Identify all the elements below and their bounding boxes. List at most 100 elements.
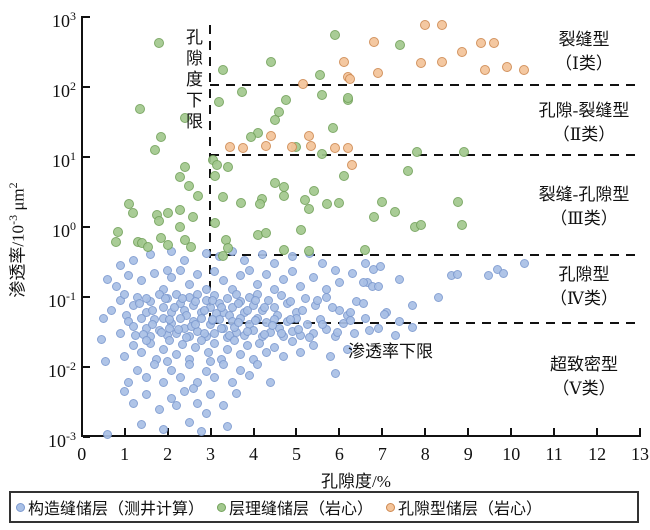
data-point	[403, 165, 414, 176]
data-point	[235, 198, 246, 209]
data-point	[302, 320, 312, 330]
region-label-type-1: 裂缝型 （Ⅰ类）	[494, 28, 650, 76]
data-point	[162, 207, 173, 218]
data-point	[160, 294, 170, 304]
data-point	[407, 301, 417, 311]
data-point	[265, 56, 276, 67]
data-point	[214, 97, 225, 108]
region-label-type-5: 超致密型 （Ⅴ类）	[494, 353, 650, 401]
data-point	[368, 211, 379, 222]
data-point	[128, 207, 139, 218]
data-point	[206, 390, 216, 400]
data-point	[342, 92, 353, 103]
data-point	[309, 341, 319, 351]
data-point	[175, 313, 185, 323]
data-point	[519, 64, 530, 75]
data-point	[240, 256, 250, 266]
y-tick	[83, 226, 90, 228]
data-point	[120, 352, 130, 362]
data-point	[276, 329, 286, 339]
data-point	[175, 204, 186, 215]
data-point	[416, 58, 426, 69]
data-point	[233, 318, 243, 328]
data-point	[209, 218, 220, 229]
data-point	[154, 37, 164, 48]
data-point	[287, 267, 297, 277]
data-point	[242, 305, 252, 315]
legend-item-pore-type: 孔隙型储层（岩心）	[386, 495, 542, 519]
data-point	[309, 272, 319, 282]
data-point	[317, 89, 328, 100]
x-tick	[123, 428, 126, 435]
data-point	[162, 240, 173, 251]
data-point	[278, 244, 289, 255]
data-point	[156, 132, 167, 143]
data-point	[203, 348, 213, 358]
x-tick	[338, 428, 341, 435]
data-point	[244, 265, 254, 275]
data-point	[394, 39, 405, 50]
data-point	[141, 390, 151, 400]
data-point	[231, 388, 241, 398]
data-point	[135, 299, 145, 309]
data-point	[297, 78, 308, 89]
data-point	[433, 292, 443, 302]
data-point	[261, 227, 272, 238]
data-point	[416, 219, 426, 230]
y-tick-label: 100	[52, 219, 76, 241]
data-point	[158, 424, 168, 434]
data-point	[143, 241, 154, 252]
legend-box: 构造缝储层（测井计算） 层理缝储层（岩心） 孔隙型储层（岩心）	[9, 491, 639, 523]
data-point	[364, 326, 374, 336]
data-point	[137, 313, 147, 323]
data-point	[224, 141, 235, 152]
data-point	[295, 224, 306, 235]
data-point	[222, 243, 233, 254]
data-point	[102, 274, 112, 284]
boundary-line-k0p4	[210, 254, 640, 256]
region-label-type-4: 孔隙型 （Ⅳ类）	[494, 263, 650, 311]
x-tick	[639, 428, 642, 435]
data-point	[193, 269, 203, 279]
data-point	[480, 64, 491, 75]
data-point	[192, 190, 203, 201]
x-tick-label: 4	[249, 444, 258, 464]
data-point	[304, 204, 315, 215]
data-point	[268, 321, 278, 331]
data-point	[261, 348, 271, 358]
data-point	[169, 303, 179, 313]
x-tick-label: 6	[334, 444, 344, 464]
data-point	[375, 262, 385, 272]
data-point	[96, 334, 106, 344]
data-point	[253, 359, 263, 369]
data-point	[148, 305, 158, 315]
data-point	[156, 328, 166, 338]
data-point	[264, 295, 274, 305]
data-point	[218, 64, 229, 75]
data-point	[390, 206, 401, 217]
data-point	[180, 256, 190, 266]
data-point	[458, 147, 469, 158]
data-point	[498, 268, 508, 278]
data-point	[330, 143, 341, 154]
porosity-limit-annotation: 孔隙度下限	[183, 28, 202, 133]
data-point	[338, 56, 349, 67]
data-point	[188, 383, 198, 393]
data-point	[124, 271, 134, 281]
y-tick	[83, 86, 90, 88]
boundary-line-k10	[210, 154, 640, 156]
data-point	[197, 426, 207, 436]
x-tick	[553, 428, 556, 435]
y-tick-label: 101	[52, 149, 76, 171]
data-point	[216, 323, 226, 333]
data-point	[141, 294, 151, 304]
legend-marker-blue-dot	[16, 502, 25, 512]
data-point	[330, 265, 340, 275]
data-point	[347, 160, 358, 171]
data-point	[197, 313, 207, 323]
y-tick-label: 10-2	[48, 359, 76, 381]
data-point	[193, 399, 203, 409]
x-tick	[381, 428, 384, 435]
data-point	[334, 198, 345, 209]
data-point	[278, 190, 289, 201]
